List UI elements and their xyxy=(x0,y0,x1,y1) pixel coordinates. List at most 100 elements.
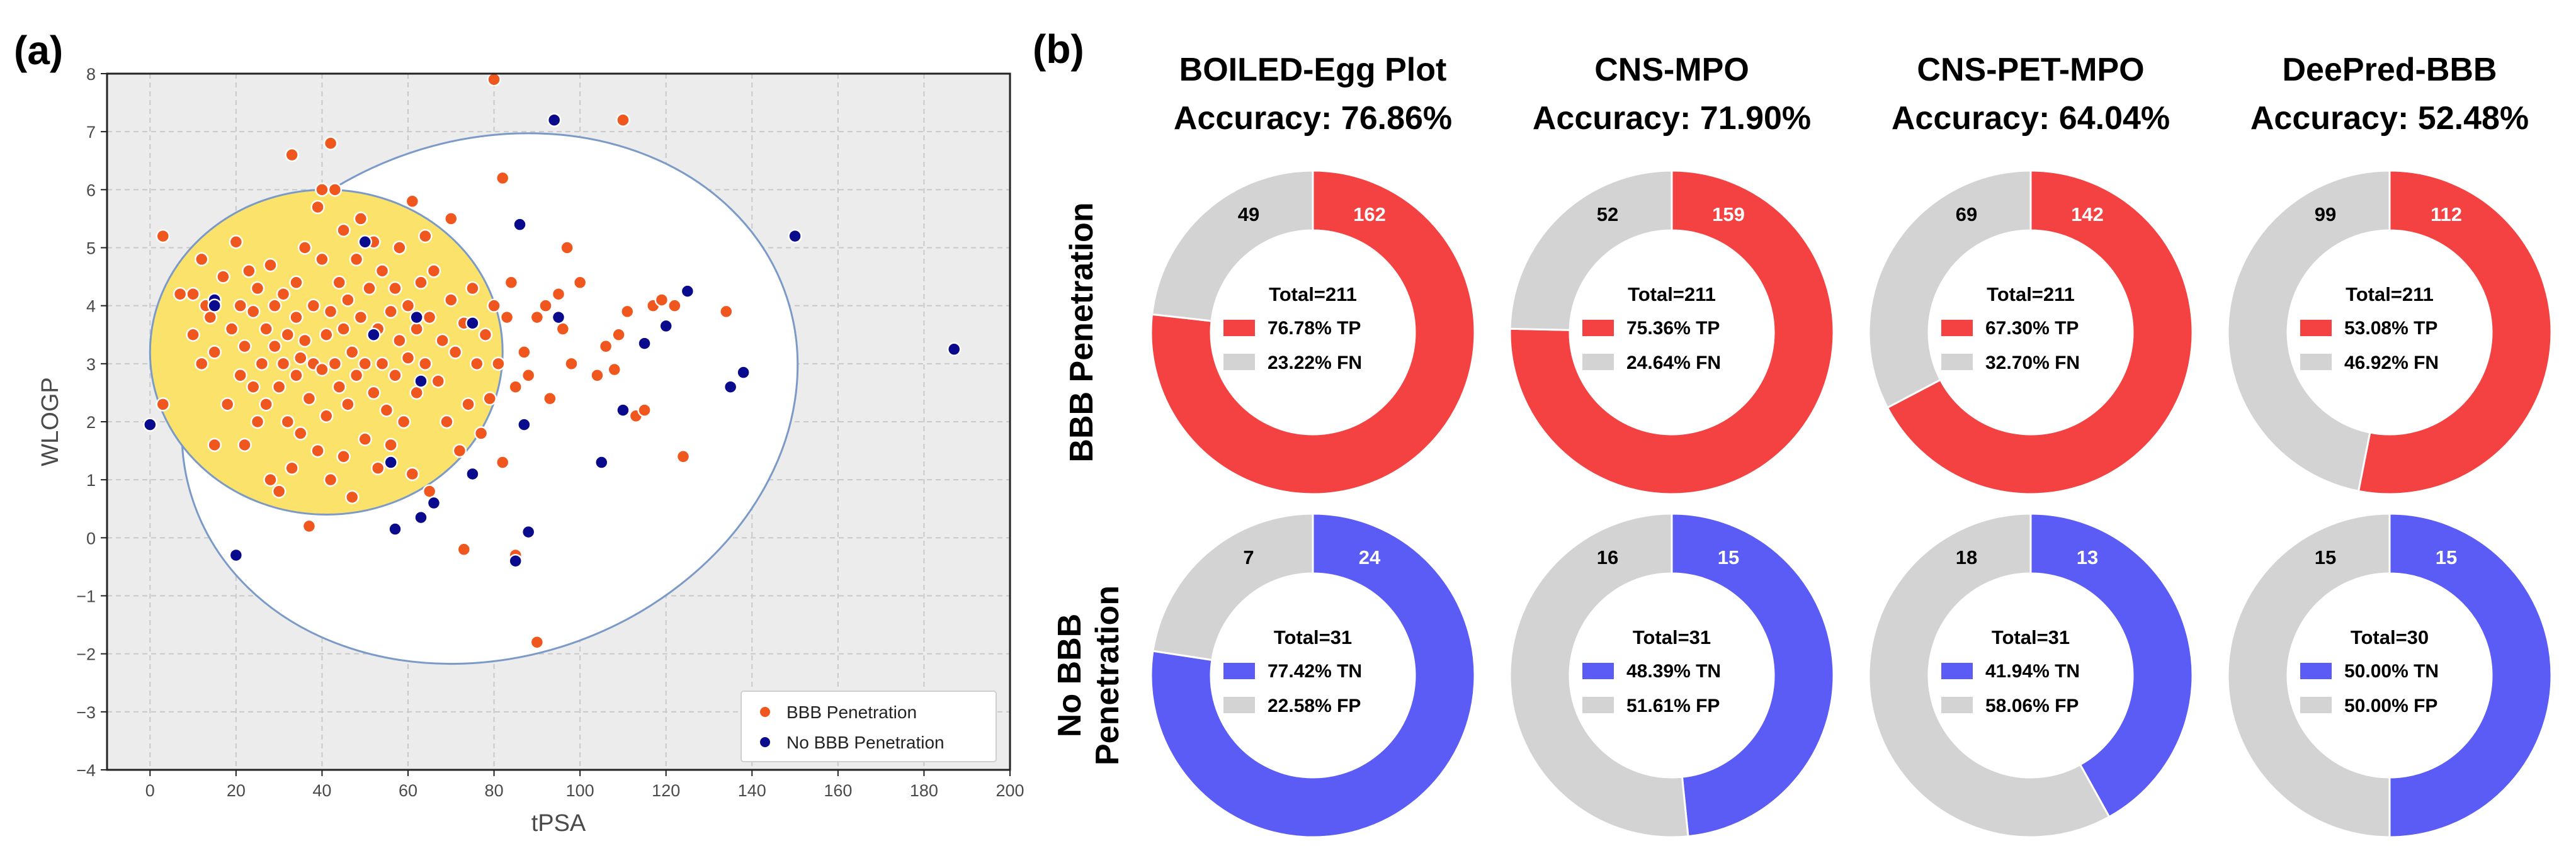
penetration-point xyxy=(310,443,325,458)
donut-no-penetration: 15 16 Total=31 48.39% TN 51.61% FP xyxy=(1509,512,1835,838)
legend-swatch-positive xyxy=(1941,320,1973,336)
method-title: CNS-PET-MPO xyxy=(1917,52,2144,88)
penetration-point xyxy=(422,310,437,325)
penetration-point xyxy=(207,345,222,359)
penetration-point xyxy=(327,183,343,197)
penetration-point xyxy=(293,426,308,441)
penetration-point xyxy=(590,368,604,383)
penetration-point xyxy=(392,240,407,255)
penetration-point xyxy=(572,275,587,290)
penetration-point xyxy=(478,327,493,342)
penetration-point xyxy=(276,356,291,371)
penetration-point xyxy=(259,322,273,336)
penetration-point xyxy=(530,310,545,325)
penetration-point xyxy=(302,391,317,406)
no-penetration-point xyxy=(594,455,609,470)
penetration-point xyxy=(504,275,519,290)
donut-penetration: 112 99 Total=211 53.08% TP 46.92% FN xyxy=(2227,169,2553,495)
penetration-point xyxy=(310,200,325,215)
penetration-point xyxy=(405,194,420,209)
no-penetration-point xyxy=(521,524,536,539)
penetration-point xyxy=(242,264,256,278)
penetration-point xyxy=(280,414,295,429)
slice-negative-label: 69 xyxy=(1956,203,1977,225)
penetration-point xyxy=(293,351,308,365)
penetration-point xyxy=(263,472,278,487)
legend-positive-text: 67.30% TP xyxy=(1985,318,2079,339)
penetration-point xyxy=(409,385,424,400)
no-penetration-point xyxy=(143,417,157,432)
slice-positive-label: 142 xyxy=(2071,203,2104,225)
slice-positive xyxy=(1150,512,1476,838)
no-penetration-point xyxy=(409,310,424,325)
penetration-point xyxy=(414,275,428,290)
y-tick-label: −1 xyxy=(76,587,96,606)
penetration-point xyxy=(667,298,682,313)
no-penetration-point xyxy=(229,548,244,563)
panel-b-label: (b) xyxy=(1033,26,1084,72)
panel-a-label: (a) xyxy=(14,28,63,73)
method-title: BOILED-Egg Plot xyxy=(1179,52,1447,88)
penetration-point xyxy=(237,437,252,453)
penetration-point xyxy=(156,228,171,244)
penetration-point xyxy=(289,310,304,325)
no-penetration-point xyxy=(788,228,802,244)
penetration-point xyxy=(383,437,398,453)
penetration-point xyxy=(246,380,261,394)
legend-positive-text: 76.78% TP xyxy=(1268,318,1361,339)
penetration-point xyxy=(487,74,501,87)
penetration-point xyxy=(538,298,553,313)
penetration-point xyxy=(194,356,209,371)
penetration-point xyxy=(237,339,252,354)
legend-negative-text: 23.22% FN xyxy=(1268,353,1362,373)
y-tick-label: 0 xyxy=(86,529,96,548)
slice-negative-label: 99 xyxy=(2315,203,2336,225)
penetration-point xyxy=(254,356,270,371)
penetration-point xyxy=(263,257,278,273)
penetration-point xyxy=(465,281,480,296)
method-title: DeePred-BBB xyxy=(2283,52,2497,88)
penetration-point xyxy=(358,356,372,371)
slice-positive-label: 13 xyxy=(2077,546,2098,568)
total-label: Total=31 xyxy=(1274,626,1352,648)
penetration-point xyxy=(530,635,545,650)
legend-negative-text: 46.92% FN xyxy=(2344,353,2439,373)
no-penetration-point xyxy=(414,374,428,388)
legend-negative-text: 24.64% FN xyxy=(1626,353,1721,373)
legend-swatch-negative xyxy=(1941,354,1973,370)
x-tick-label: 200 xyxy=(996,781,1024,800)
slice-positive-label: 15 xyxy=(1718,546,1739,568)
penetration-point xyxy=(383,304,398,319)
no-penetration-point xyxy=(659,319,673,334)
y-tick-label: −2 xyxy=(76,645,96,664)
penetration-point xyxy=(418,356,433,371)
penetration-point xyxy=(400,351,416,365)
penetration-point xyxy=(353,212,368,226)
penetration-point xyxy=(426,264,441,278)
penetration-point xyxy=(173,286,188,302)
legend-entry: No BBB Penetration xyxy=(786,733,945,752)
no-penetration-point xyxy=(513,217,527,232)
accuracy-title: Accuracy: 52.48% xyxy=(2250,100,2529,137)
slice-positive-label: 112 xyxy=(2431,203,2462,225)
legend-swatch-positive xyxy=(1582,663,1614,679)
row-title-penetration: BBB Penetration xyxy=(1064,202,1100,462)
legend-swatch-negative xyxy=(2300,354,2332,370)
slice-positive-label: 159 xyxy=(1712,203,1745,225)
penetration-point xyxy=(560,240,574,255)
no-penetration-point xyxy=(388,522,402,536)
legend-swatch-negative xyxy=(1223,354,1255,370)
penetration-point xyxy=(276,286,291,302)
total-label: Total=211 xyxy=(1628,283,1716,305)
slice-positive xyxy=(1150,169,1476,495)
row-title-no-penetration: No BBBPenetration xyxy=(1052,585,1126,765)
no-penetration-point xyxy=(723,380,738,394)
penetration-point xyxy=(521,368,536,383)
penetration-point xyxy=(392,333,407,348)
donut-no-penetration: 24 7 Total=31 77.42% TN 22.58% FP xyxy=(1150,512,1476,838)
penetration-point xyxy=(431,374,446,388)
no-penetration-point xyxy=(736,365,751,380)
penetration-point xyxy=(495,455,510,470)
legend-positive-text: 53.08% TP xyxy=(2344,318,2437,339)
penetration-point xyxy=(306,298,321,313)
